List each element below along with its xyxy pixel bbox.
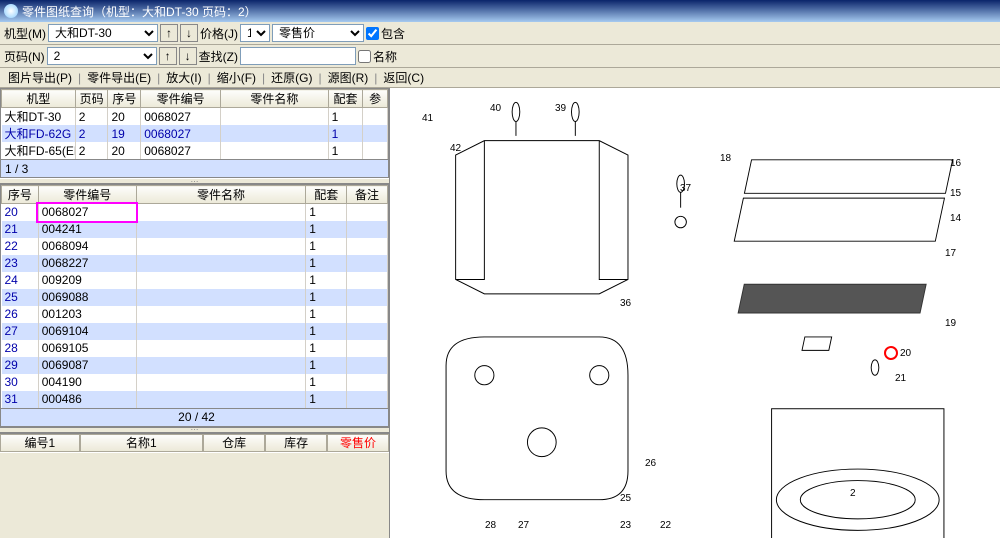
callout-14: 14 (950, 213, 961, 224)
callout-39: 39 (555, 103, 566, 114)
col-header[interactable]: 序号 (2, 186, 39, 204)
callout-40: 40 (490, 103, 501, 114)
callout-15: 15 (950, 188, 961, 199)
table-row[interactable]: 大和FD-65(ED22000680271 (2, 142, 388, 159)
col-header[interactable]: 零件名称 (221, 90, 329, 108)
page-label: 页码(N) (4, 48, 45, 65)
top-grid[interactable]: 机型页码序号零件编号零件名称配套参大和DT-3022000680271大和FD-… (0, 88, 389, 160)
table-row[interactable]: 2800691051 (2, 340, 388, 357)
toolbar-row-1: 机型(M) 大和DT-30 ↑ ↓ 价格(J) 1 零售价 包含 (0, 22, 1000, 45)
callout-27: 27 (518, 520, 529, 531)
table-row[interactable]: 2000680271 (2, 204, 388, 221)
model-label: 机型(M) (4, 25, 46, 42)
bottom-grid-pager: 20 / 42 (0, 409, 389, 427)
toolbar-btn-1[interactable]: 零件导出(E) (83, 69, 155, 86)
callout-19: 19 (945, 318, 956, 329)
page-down-button[interactable]: ↓ (179, 47, 197, 65)
callout-28: 28 (485, 520, 496, 531)
callout-25: 25 (620, 493, 631, 504)
toolbar-btn-6[interactable]: 返回(C) (379, 69, 428, 86)
footer-col[interactable]: 零售价 (327, 434, 389, 452)
callout-36: 36 (620, 298, 631, 309)
col-header[interactable]: 页码 (75, 90, 108, 108)
callout-42: 42 (450, 143, 461, 154)
col-header[interactable]: 配套 (306, 186, 347, 204)
table-row[interactable]: 310004861 (2, 391, 388, 408)
callout-22: 22 (660, 520, 671, 531)
footer-col[interactable]: 编号1 (0, 434, 80, 452)
toolbar-btn-4[interactable]: 还原(G) (267, 69, 316, 86)
table-row[interactable]: 大和DT-3022000680271 (2, 108, 388, 126)
toolbar-btn-2[interactable]: 放大(I) (162, 69, 205, 86)
table-row[interactable]: 2200680941 (2, 238, 388, 255)
table-row[interactable]: 240092091 (2, 272, 388, 289)
include-checkbox[interactable] (366, 27, 379, 40)
callout-23: 23 (620, 520, 631, 531)
search-label: 查找(Z) (199, 48, 238, 65)
name-label: 名称 (373, 48, 397, 65)
col-header[interactable]: 配套 (328, 90, 363, 108)
search-input[interactable] (240, 47, 356, 65)
callout-17: 17 (945, 248, 956, 259)
table-row[interactable]: 260012031 (2, 306, 388, 323)
app-icon (4, 4, 18, 18)
table-row[interactable]: 大和FD-62G21900680271 (2, 125, 388, 142)
callout-37: 37 (680, 183, 691, 194)
col-header[interactable]: 零件名称 (136, 186, 306, 204)
col-header[interactable]: 零件编号 (141, 90, 221, 108)
toolbar-btn-5[interactable]: 源图(R) (324, 69, 373, 86)
footer-col[interactable]: 库存 (265, 434, 327, 452)
toolbar-btn-3[interactable]: 缩小(F) (213, 69, 260, 86)
table-row[interactable]: 2700691041 (2, 323, 388, 340)
callout-2: 2 (850, 488, 856, 499)
model-down-button[interactable]: ↓ (180, 24, 198, 42)
table-row[interactable]: 2500690881 (2, 289, 388, 306)
model-up-button[interactable]: ↑ (160, 24, 178, 42)
price-type-combo[interactable]: 零售价 (272, 24, 364, 42)
col-header[interactable]: 序号 (108, 90, 141, 108)
price-label: 价格(J) (200, 25, 238, 42)
callout-21: 21 (895, 373, 906, 384)
table-row[interactable]: 300041901 (2, 374, 388, 391)
bottom-grid[interactable]: 序号零件编号零件名称配套备注20006802712100424112200680… (0, 184, 389, 409)
footer-col[interactable]: 名称1 (80, 434, 204, 452)
include-label: 包含 (381, 25, 405, 42)
window-titlebar: 零件图纸查询（机型：大和DT-30 页码：2） (0, 0, 1000, 22)
left-panel: 机型页码序号零件编号零件名称配套参大和DT-3022000680271大和FD-… (0, 88, 390, 538)
toolbar-row-2: 页码(N) 2 ↑ ↓ 查找(Z) 名称 (0, 45, 1000, 68)
callout-16: 16 (950, 158, 961, 169)
toolbar-row-3: 图片导出(P)|零件导出(E)|放大(I)|缩小(F)|还原(G)|源图(R)|… (0, 68, 1000, 88)
col-header[interactable]: 零件编号 (38, 186, 136, 204)
table-row[interactable]: 210042411 (2, 221, 388, 238)
footer-grid-header: 编号1名称1仓库库存零售价 (0, 433, 389, 453)
model-combo[interactable]: 大和DT-30 (48, 24, 158, 42)
page-up-button[interactable]: ↑ (159, 47, 177, 65)
table-row[interactable]: 2900690871 (2, 357, 388, 374)
table-row[interactable]: 2300682271 (2, 255, 388, 272)
callout-18: 18 (720, 153, 731, 164)
window-title: 零件图纸查询（机型：大和DT-30 页码：2） (22, 3, 257, 20)
col-header[interactable]: 参 (363, 90, 388, 108)
drawing-panel[interactable]: 41 40 39 42 37 18 16 15 14 17 36 19 20 21 26 25 23 22 28 27… (390, 88, 1000, 538)
selected-part-marker (884, 346, 898, 360)
callout-41: 41 (422, 113, 433, 124)
price-index-combo[interactable]: 1 (240, 24, 270, 42)
callout-26: 26 (645, 458, 656, 469)
top-grid-pager: 1 / 3 (0, 160, 389, 178)
parts-drawing (390, 88, 1000, 538)
callout-20: 20 (900, 348, 911, 359)
name-checkbox[interactable] (358, 50, 371, 63)
footer-col[interactable]: 仓库 (203, 434, 265, 452)
col-header[interactable]: 备注 (347, 186, 388, 204)
col-header[interactable]: 机型 (2, 90, 76, 108)
page-combo[interactable]: 2 (47, 47, 157, 65)
toolbar-btn-0[interactable]: 图片导出(P) (4, 69, 76, 86)
